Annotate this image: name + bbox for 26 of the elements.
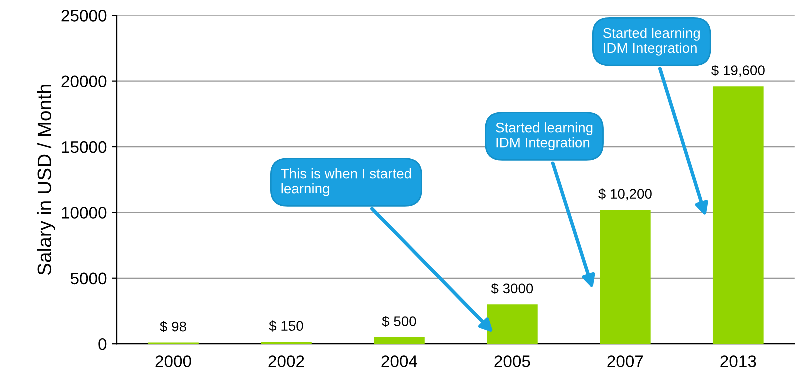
data-label: $ 98 — [160, 321, 186, 333]
annotation: Started learning IDM Integration — [496, 122, 593, 150]
bar — [600, 210, 651, 344]
y-tick-label: 15000 — [62, 141, 107, 154]
data-label: $ 150 — [269, 320, 304, 332]
data-label: $ 3000 — [491, 283, 534, 294]
y-tick-label: 0 — [98, 338, 107, 350]
x-tick-label: 2007 — [608, 356, 644, 368]
data-label: $ 19,600 — [712, 65, 765, 78]
x-tick-label: 2002 — [268, 356, 304, 368]
annotation: This is when I started learning — [281, 168, 412, 196]
y-tick-label: 25000 — [62, 10, 107, 22]
bar — [712, 86, 764, 344]
y-tick-label: 20000 — [62, 76, 107, 88]
annotation: Started learning IDM Integration — [603, 28, 700, 56]
x-tick-label: 2005 — [494, 356, 530, 368]
y-axis-title: Salary in USD / Month — [37, 84, 56, 276]
bar — [487, 304, 538, 344]
data-label: $ 10,200 — [598, 188, 652, 201]
y-tick-label: 10000 — [62, 207, 107, 219]
x-tick-label: 2000 — [156, 356, 192, 368]
y-tick-label: 5000 — [70, 272, 107, 285]
data-label: $ 500 — [382, 316, 416, 328]
bar — [374, 338, 425, 344]
x-tick-label: 2013 — [720, 356, 756, 368]
x-tick-label: 2004 — [382, 356, 418, 368]
